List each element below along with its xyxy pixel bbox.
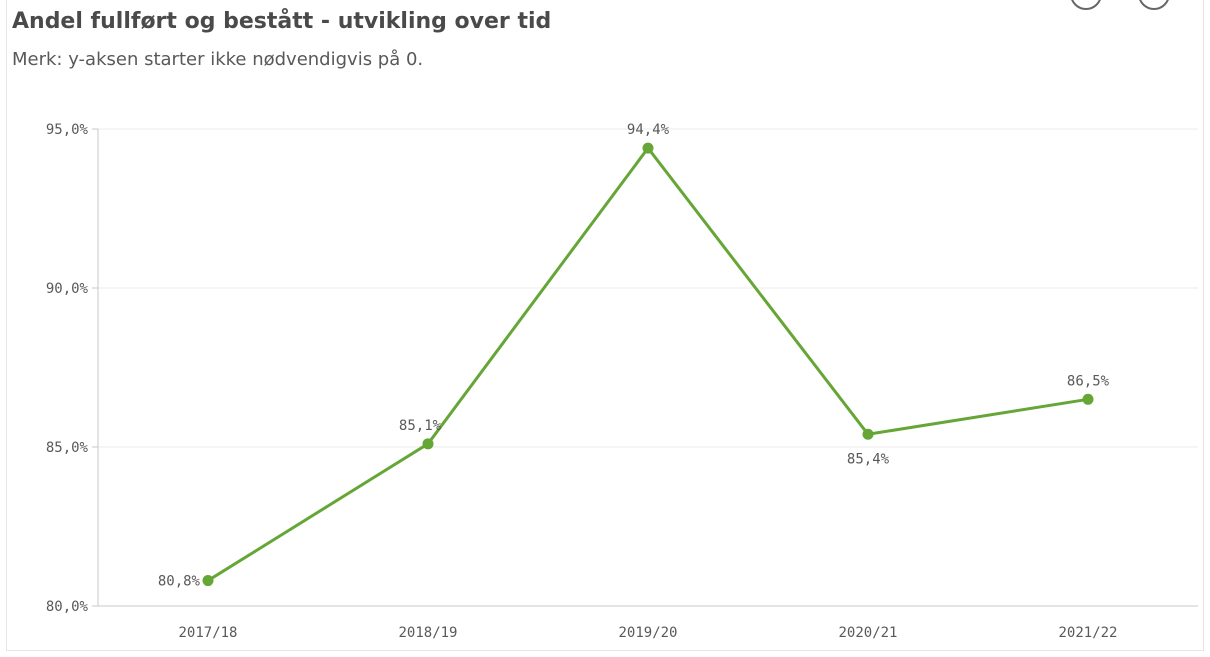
data-point[interactable] bbox=[642, 142, 654, 154]
chart-title: Andel fullført og bestått - utvikling ov… bbox=[12, 9, 552, 34]
data-point[interactable] bbox=[862, 428, 874, 440]
x-tick-label: 2021/22 bbox=[1058, 625, 1117, 641]
x-tick-label: 2017/18 bbox=[178, 625, 237, 641]
x-axis-ticks: 2017/18 2018/19 2019/20 2020/21 2021/22 bbox=[178, 625, 1117, 641]
y-tick-label: 85,0% bbox=[46, 440, 89, 456]
series-line bbox=[207, 146, 1089, 582]
data-point[interactable] bbox=[202, 575, 214, 587]
series bbox=[202, 142, 1094, 587]
x-tick-label: 2018/19 bbox=[398, 625, 457, 641]
y-tick-label: 90,0% bbox=[46, 281, 89, 297]
axes bbox=[92, 128, 1198, 607]
data-label: 80,8% bbox=[158, 574, 201, 590]
x-tick-label: 2020/21 bbox=[838, 625, 897, 641]
y-tick-label: 95,0% bbox=[46, 122, 89, 138]
chart-frame bbox=[6, 0, 1204, 651]
chart-subtitle: Merk: y-aksen starter ikke nødvendigvis … bbox=[12, 49, 424, 70]
y-tick-label: 80,0% bbox=[46, 599, 89, 615]
data-label: 85,4% bbox=[847, 451, 890, 467]
data-label: 86,5% bbox=[1067, 373, 1110, 389]
y-axis-ticks: 80,0% 85,0% 90,0% 95,0% bbox=[46, 122, 89, 615]
gridlines bbox=[98, 128, 1198, 448]
data-point[interactable] bbox=[1082, 393, 1094, 405]
x-tick-label: 2019/20 bbox=[618, 625, 677, 641]
data-point[interactable] bbox=[422, 438, 434, 450]
data-label: 94,4% bbox=[627, 122, 670, 138]
data-labels: 80,8% 85,1% 94,4% 85,4% 86,5% bbox=[158, 122, 1110, 589]
data-label: 85,1% bbox=[399, 418, 442, 434]
